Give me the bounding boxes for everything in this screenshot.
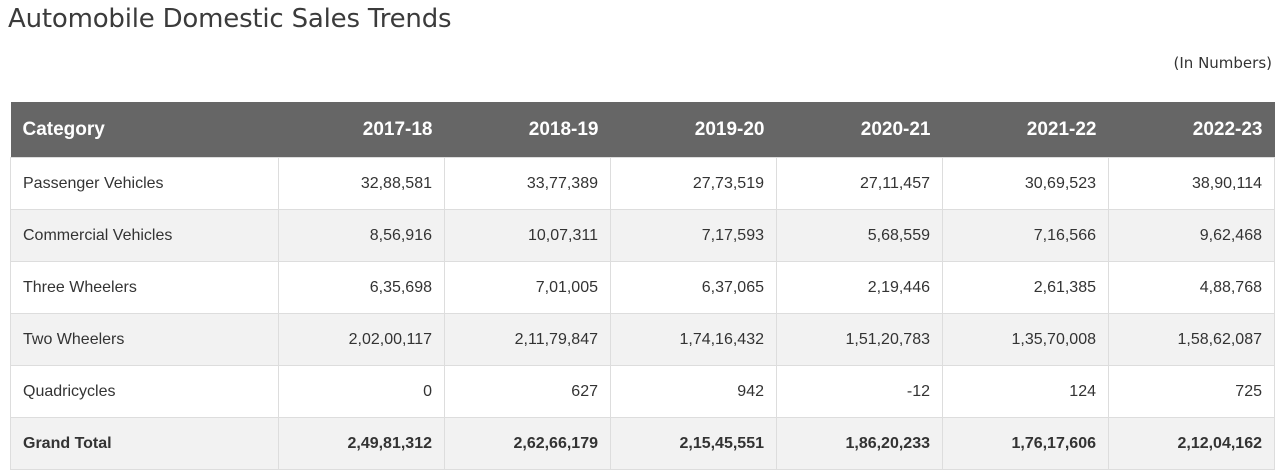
total-cell: 1,86,20,233: [776, 417, 943, 470]
category-cell: Passenger Vehicles: [10, 157, 279, 210]
value-cell: 38,90,114: [1108, 157, 1275, 210]
value-cell: 1,51,20,783: [776, 313, 943, 366]
table-header: Category 2017-18 2018-19 2019-20 2020-21…: [10, 102, 1275, 158]
category-cell: Quadricycles: [10, 365, 279, 418]
column-header-year: 2020-21: [776, 102, 943, 158]
value-cell: 5,68,559: [776, 209, 943, 262]
value-cell: 124: [942, 365, 1109, 418]
value-cell: 2,61,385: [942, 261, 1109, 314]
value-cell: 627: [444, 365, 611, 418]
table-row: Quadricycles 0 627 942 -12 124 725: [10, 365, 1275, 418]
table-row: Three Wheelers 6,35,698 7,01,005 6,37,06…: [10, 261, 1275, 314]
sales-table: Category 2017-18 2018-19 2019-20 2020-21…: [10, 102, 1275, 470]
page-title: Automobile Domestic Sales Trends: [8, 4, 452, 34]
value-cell: 942: [610, 365, 777, 418]
total-cell: 1,76,17,606: [942, 417, 1109, 470]
total-cell: 2,15,45,551: [610, 417, 777, 470]
value-cell: -12: [776, 365, 943, 418]
category-cell: Three Wheelers: [10, 261, 279, 314]
value-cell: 8,56,916: [278, 209, 445, 262]
header-row: Category 2017-18 2018-19 2019-20 2020-21…: [10, 102, 1275, 158]
value-cell: 33,77,389: [444, 157, 611, 210]
units-note: (In Numbers): [1173, 54, 1272, 72]
total-cell: 2,62,66,179: [444, 417, 611, 470]
column-header-year: 2019-20: [610, 102, 777, 158]
value-cell: 32,88,581: [278, 157, 445, 210]
column-header-year: 2021-22: [942, 102, 1109, 158]
value-cell: 1,35,70,008: [942, 313, 1109, 366]
total-cell: 2,12,04,162: [1108, 417, 1275, 470]
value-cell: 27,73,519: [610, 157, 777, 210]
value-cell: 2,02,00,117: [278, 313, 445, 366]
total-cell: 2,49,81,312: [278, 417, 445, 470]
column-header-year: 2017-18: [278, 102, 445, 158]
table-row: Two Wheelers 2,02,00,117 2,11,79,847 1,7…: [10, 313, 1275, 366]
value-cell: 0: [278, 365, 445, 418]
category-cell: Commercial Vehicles: [10, 209, 279, 262]
value-cell: 6,35,698: [278, 261, 445, 314]
column-header-year: 2022-23: [1108, 102, 1275, 158]
grand-total-row: Grand Total 2,49,81,312 2,62,66,179 2,15…: [10, 417, 1275, 470]
value-cell: 1,74,16,432: [610, 313, 777, 366]
category-cell: Two Wheelers: [10, 313, 279, 366]
value-cell: 27,11,457: [776, 157, 943, 210]
value-cell: 725: [1108, 365, 1275, 418]
value-cell: 7,17,593: [610, 209, 777, 262]
table-body: Passenger Vehicles 32,88,581 33,77,389 2…: [10, 157, 1275, 470]
value-cell: 9,62,468: [1108, 209, 1275, 262]
value-cell: 10,07,311: [444, 209, 611, 262]
value-cell: 7,01,005: [444, 261, 611, 314]
value-cell: 2,19,446: [776, 261, 943, 314]
value-cell: 30,69,523: [942, 157, 1109, 210]
value-cell: 1,58,62,087: [1108, 313, 1275, 366]
value-cell: 4,88,768: [1108, 261, 1275, 314]
column-header-year: 2018-19: [444, 102, 611, 158]
table-row: Passenger Vehicles 32,88,581 33,77,389 2…: [10, 157, 1275, 210]
column-header-category: Category: [10, 102, 279, 158]
category-cell: Grand Total: [10, 417, 279, 470]
value-cell: 7,16,566: [942, 209, 1109, 262]
value-cell: 2,11,79,847: [444, 313, 611, 366]
value-cell: 6,37,065: [610, 261, 777, 314]
table-row: Commercial Vehicles 8,56,916 10,07,311 7…: [10, 209, 1275, 262]
